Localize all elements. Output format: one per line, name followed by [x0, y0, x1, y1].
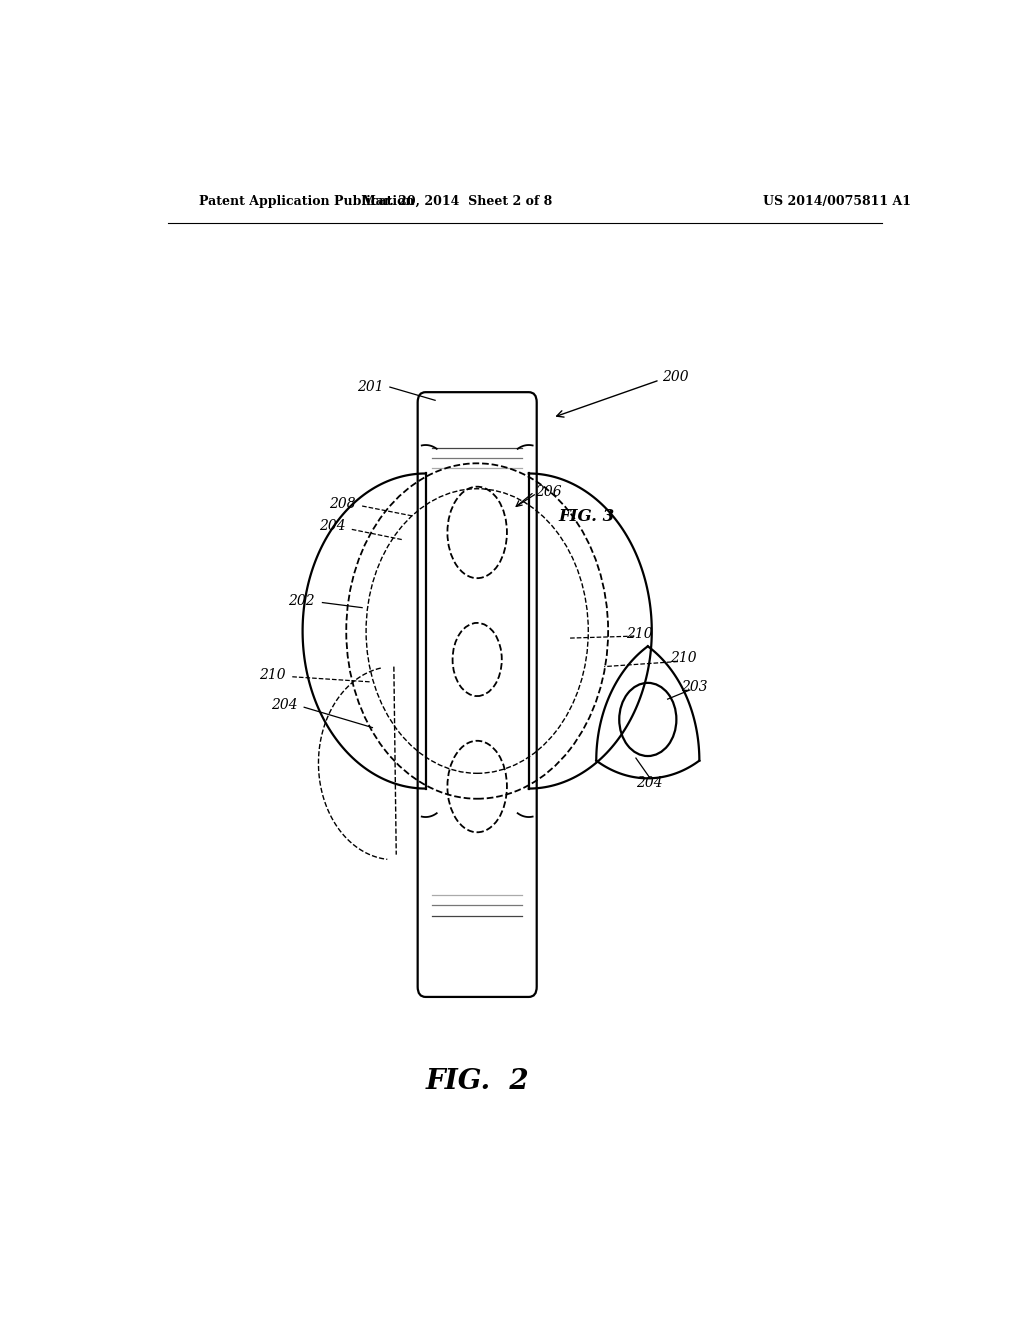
Text: Patent Application Publication: Patent Application Publication: [200, 194, 415, 207]
Text: 204: 204: [271, 698, 298, 713]
Text: Mar. 20, 2014  Sheet 2 of 8: Mar. 20, 2014 Sheet 2 of 8: [362, 194, 553, 207]
Text: 208: 208: [329, 496, 355, 511]
Text: US 2014/0075811 A1: US 2014/0075811 A1: [763, 194, 911, 207]
Text: 210: 210: [259, 668, 286, 681]
FancyBboxPatch shape: [418, 392, 537, 997]
Text: 206: 206: [536, 484, 562, 499]
Text: 210: 210: [627, 627, 653, 642]
Text: 200: 200: [663, 370, 689, 384]
Text: 210: 210: [670, 652, 697, 665]
Text: 202: 202: [288, 594, 314, 607]
Text: 201: 201: [356, 380, 383, 395]
Text: 204: 204: [319, 519, 346, 533]
Text: FIG.  2: FIG. 2: [425, 1068, 529, 1094]
Text: 204: 204: [636, 776, 663, 791]
Text: FIG. 3: FIG. 3: [558, 508, 614, 524]
Text: 203: 203: [681, 680, 708, 694]
